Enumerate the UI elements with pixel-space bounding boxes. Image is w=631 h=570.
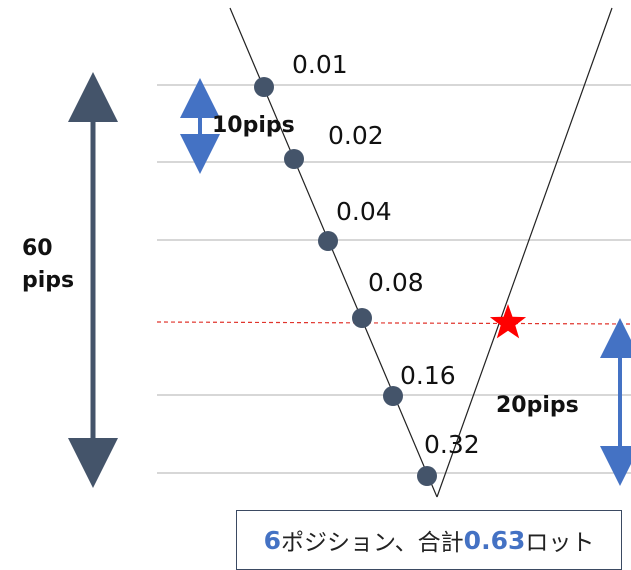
entry-points — [254, 77, 437, 486]
lot-label: 0.32 — [424, 430, 480, 459]
grid-lines — [157, 84, 631, 474]
lot-label: 0.02 — [328, 121, 384, 150]
entry-dot — [352, 308, 372, 328]
entry-dot — [318, 231, 338, 251]
lot-label: 0.04 — [336, 197, 392, 226]
total-range-label-number: 60 — [22, 236, 53, 261]
lot-label: 0.08 — [368, 268, 424, 297]
price-up-line — [436, 7, 613, 498]
rebound-level-dashed-line — [156, 321, 631, 325]
summary-text-positions: ポジション、合計 — [281, 530, 464, 556]
lot-label: 0.01 — [292, 50, 348, 79]
rebound-label: 20pips — [496, 393, 579, 418]
entry-dot — [383, 386, 403, 406]
entry-dot — [284, 149, 304, 169]
total-lots: 0.63 — [463, 525, 526, 555]
lot-label: 0.16 — [400, 361, 456, 390]
step-label: 10pips — [212, 113, 295, 138]
summary-text-lots: ロット — [525, 530, 595, 556]
entry-dot — [417, 466, 437, 486]
entry-dot — [254, 77, 274, 97]
total-range-label-unit: pips — [22, 268, 75, 293]
position-count: 6 — [263, 525, 282, 555]
star-icon — [489, 304, 527, 339]
summary-box: 6 ポジション、合計 0.63 ロット — [236, 510, 622, 570]
